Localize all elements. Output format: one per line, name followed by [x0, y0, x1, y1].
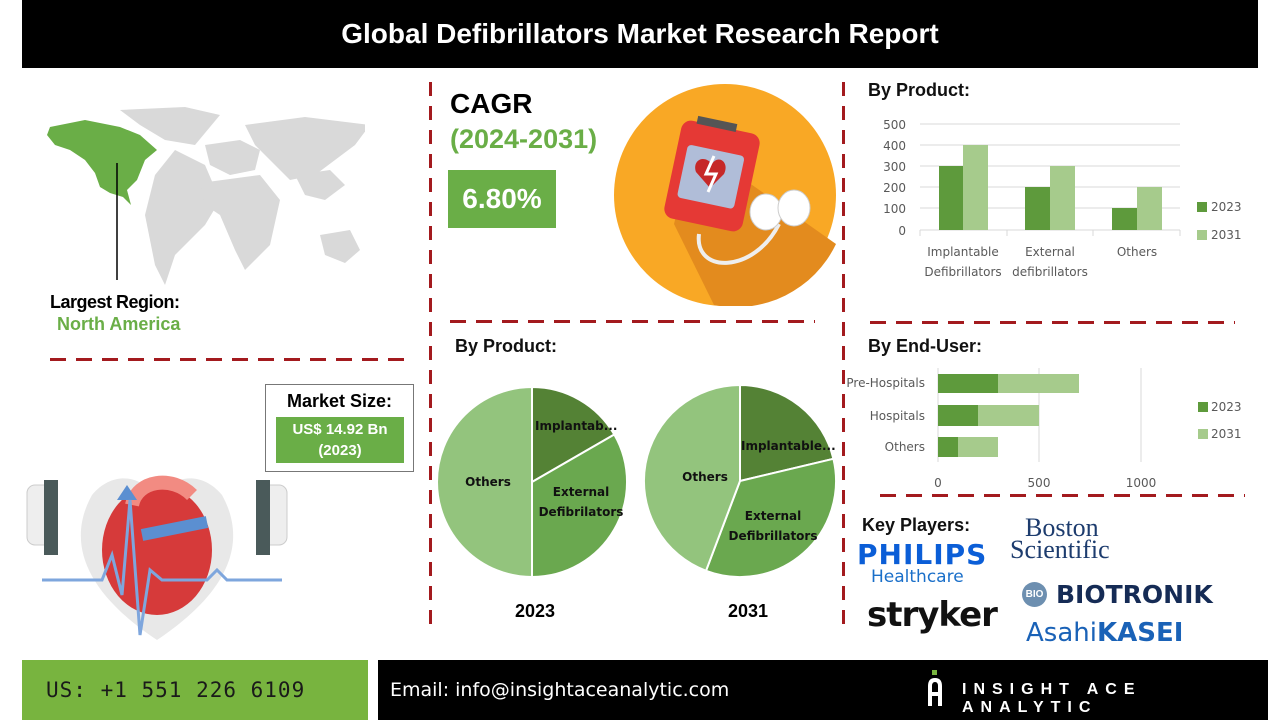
svg-text:Others: Others [682, 470, 728, 484]
svg-text:1000: 1000 [1126, 476, 1157, 490]
divider-end-user [880, 494, 1245, 497]
svg-text:300: 300 [883, 160, 906, 174]
svg-text:2023: 2023 [1211, 200, 1242, 214]
svg-text:400: 400 [883, 139, 906, 153]
philips-logo: PHILIPS [857, 538, 988, 571]
cagr-value: 6.80% [448, 170, 556, 228]
footer-brand: INSIGHT ACE ANALYTIC [962, 681, 1142, 716]
divider-region [50, 358, 414, 361]
svg-text:0: 0 [934, 476, 942, 490]
pie-2031-label: 2031 [728, 601, 769, 621]
biotronik-badge-icon: BIO [1022, 582, 1047, 607]
divider-vertical-right [842, 82, 845, 627]
svg-text:Others: Others [465, 475, 511, 489]
stryker-logo: stryker [867, 595, 998, 635]
svg-text:500: 500 [1028, 476, 1051, 490]
svg-text:100: 100 [883, 202, 906, 216]
by-product-bar-title: By Product: [868, 80, 971, 100]
report-header: Global Defibrillators Market Research Re… [22, 0, 1258, 68]
svg-text:Defibrilators: Defibrilators [539, 505, 624, 519]
key-players-title: Key Players: [862, 515, 971, 535]
svg-text:Defibrillators: Defibrillators [924, 265, 1001, 279]
philips-healthcare-label: Healthcare [871, 567, 964, 587]
world-map-icon [47, 107, 365, 285]
heart-defibrillator-icon [26, 475, 288, 640]
aed-device-icon [614, 84, 836, 306]
market-size-label: Market Size: [286, 391, 393, 411]
insight-ace-logo-icon [928, 670, 942, 706]
divider-product-bar [870, 321, 1235, 324]
by-product-pie-title: By Product: [455, 336, 558, 356]
asahi-kasei-logo: AsahiKASEI [1026, 618, 1184, 648]
pie-chart-2031: Implantable... External Defibrillators O… [643, 384, 837, 578]
svg-text:External: External [745, 509, 801, 523]
market-size-value: US$ 14.92 Bn (2023) [276, 417, 404, 463]
svg-text:Implantable: Implantable [927, 245, 999, 259]
by-end-user-title: By End-User: [868, 336, 983, 356]
svg-text:2023: 2023 [1211, 400, 1242, 414]
pie-2023-label: 2023 [515, 601, 556, 621]
svg-text:2031: 2031 [1211, 427, 1242, 441]
svg-text:Others: Others [885, 440, 925, 454]
footer-phone: US: +1 551 226 6109 [22, 660, 368, 720]
end-user-bar-chart: Pre-Hospitals Hospitals Others 0 500 100… [846, 368, 1242, 490]
svg-text:defibrillators: defibrillators [1012, 265, 1088, 279]
svg-text:Pre-Hospitals: Pre-Hospitals [846, 376, 925, 390]
product-bar-chart: 500 400 300 200 100 0 Implantable Defibr… [883, 118, 1242, 279]
market-size-card: Market Size: US$ 14.92 Bn (2023) [265, 384, 414, 472]
pie-chart-2023: Implantab... External Defibrilators Othe… [436, 386, 629, 579]
svg-text:Implantab...: Implantab... [535, 419, 617, 433]
svg-text:External: External [553, 485, 609, 499]
svg-text:500: 500 [883, 118, 906, 132]
divider-cagr [450, 320, 815, 323]
largest-region-label: Largest Region: [50, 292, 180, 312]
svg-text:0: 0 [898, 224, 906, 238]
footer-email[interactable]: Email: info@insightaceanalytic.com [390, 679, 730, 701]
largest-region-value: North America [57, 314, 181, 334]
svg-text:External: External [1025, 245, 1075, 259]
report-title: Global Defibrillators Market Research Re… [341, 18, 939, 49]
svg-text:Defibrillators: Defibrillators [729, 529, 818, 543]
svg-text:Others: Others [1117, 245, 1157, 259]
divider-vertical-left [429, 82, 432, 627]
svg-text:200: 200 [883, 181, 906, 195]
svg-text:2031: 2031 [1211, 228, 1242, 242]
biotronik-logo: BIOTRONIK [1056, 580, 1213, 609]
footer-contact-bar: Email: info@insightaceanalytic.com INSIG… [378, 660, 1268, 720]
cagr-period: (2024-2031) [450, 124, 598, 154]
cagr-label: CAGR [450, 88, 533, 119]
svg-text:Implantable...: Implantable... [741, 439, 836, 453]
svg-text:Hospitals: Hospitals [870, 409, 925, 423]
boston-scientific-logo: Boston Scientific [1010, 513, 1110, 564]
